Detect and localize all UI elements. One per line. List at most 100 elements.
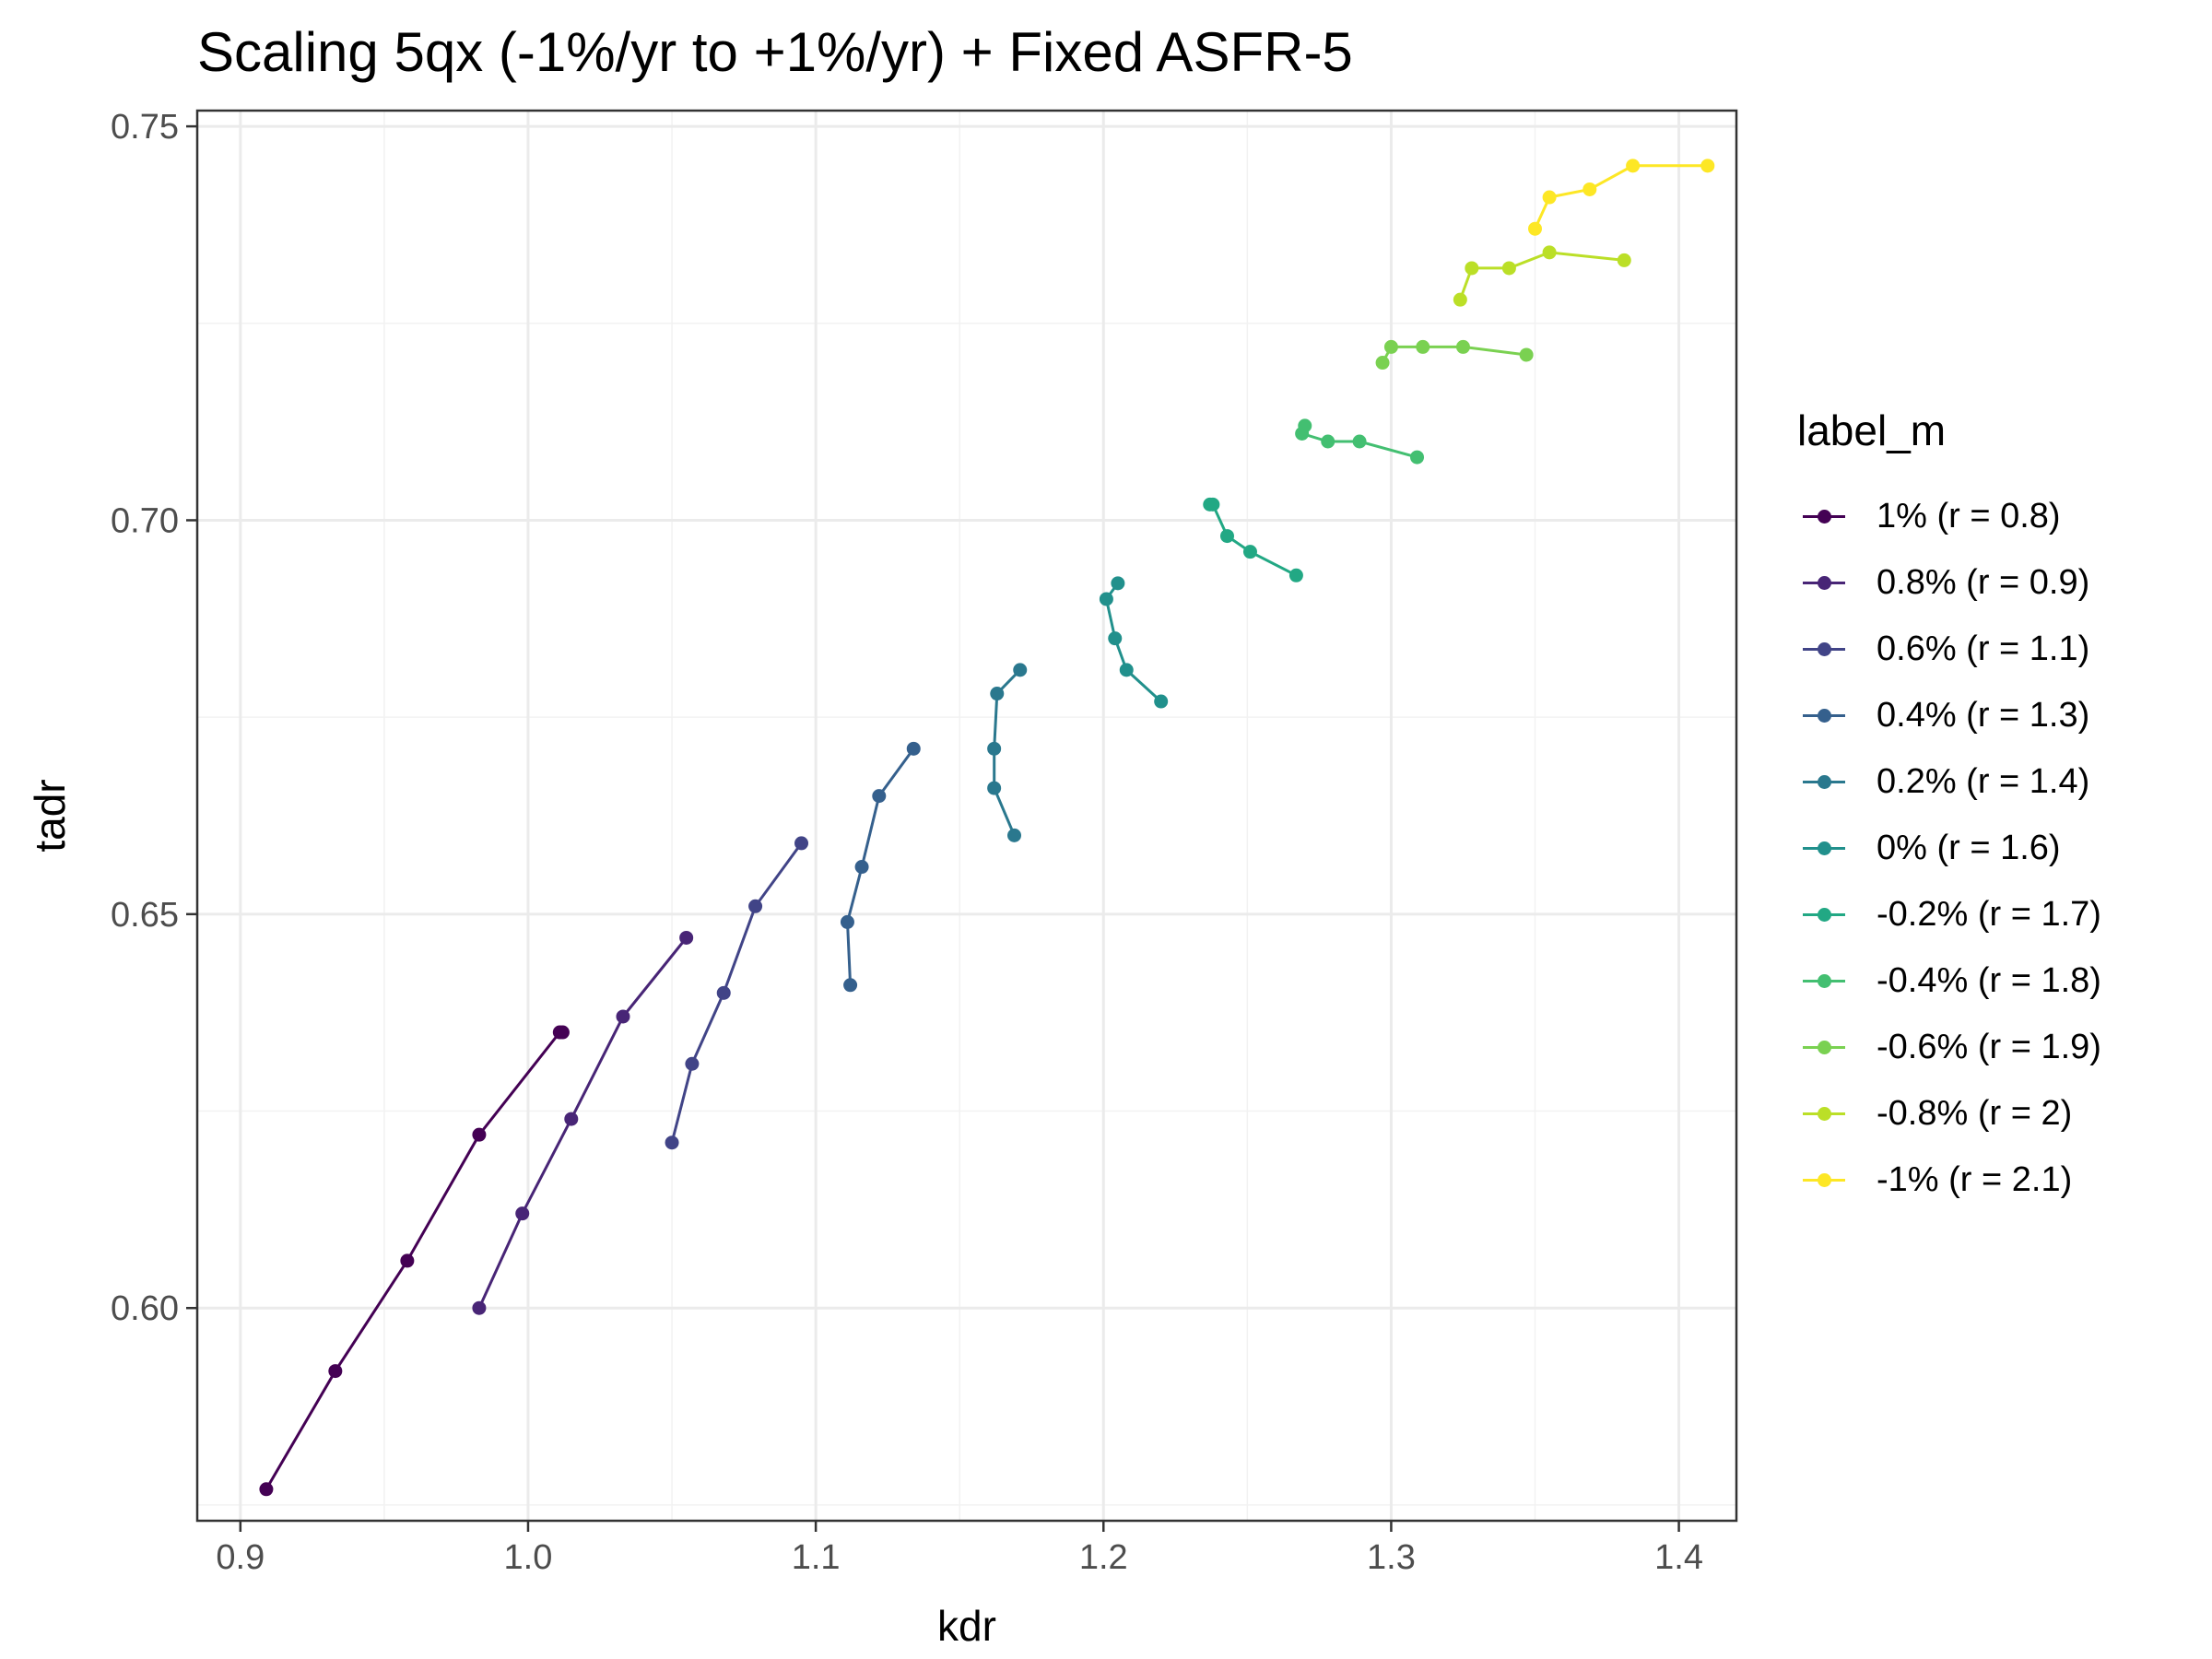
series-group <box>1099 576 1169 709</box>
legend-label: 0.6% (r = 1.1) <box>1877 629 2090 668</box>
x-axis: 0.9 1.0 1.1 1.2 1.3 1.4 <box>216 1521 1703 1577</box>
series-group <box>1453 245 1631 307</box>
data-point <box>472 1300 487 1315</box>
data-point <box>515 1206 530 1221</box>
y-axis-title: tadr <box>26 779 74 852</box>
data-point <box>665 1135 679 1150</box>
legend-item: -0.6% (r = 1.9) <box>1797 1014 2101 1080</box>
legend-label: -0.8% (r = 2) <box>1877 1093 2073 1133</box>
data-point <box>748 899 763 913</box>
legend-key-dot <box>1818 510 1831 524</box>
data-point <box>1626 159 1641 173</box>
legend-label: 0.8% (r = 0.9) <box>1877 562 2090 602</box>
data-point <box>1219 529 1234 544</box>
data-point <box>1617 253 1631 267</box>
data-point <box>987 741 1002 756</box>
y-axis: 0.60 0.65 0.70 0.75 <box>111 108 197 1328</box>
legend-key <box>1797 1147 1851 1213</box>
legend-key-dot <box>1818 1041 1831 1054</box>
data-point <box>1111 576 1125 591</box>
legend-label: 0.2% (r = 1.4) <box>1877 761 2090 801</box>
x-tick-label: 1.2 <box>1079 1538 1128 1577</box>
data-point <box>328 1364 343 1379</box>
data-point <box>555 1025 570 1040</box>
data-point <box>1013 663 1028 677</box>
legend-label: 0% (r = 1.6) <box>1877 828 2061 867</box>
legend-label: 0.4% (r = 1.3) <box>1877 695 2090 735</box>
data-point <box>1203 497 1218 512</box>
legend-key-dot <box>1818 775 1831 789</box>
data-point <box>1242 545 1257 559</box>
legend-key <box>1797 549 1851 616</box>
panel-border <box>195 109 1738 1523</box>
data-point <box>843 978 858 993</box>
legend-label: -0.4% (r = 1.8) <box>1877 960 2101 1000</box>
x-tick-label: 1.3 <box>1367 1538 1416 1577</box>
legend-key-dot <box>1818 576 1831 590</box>
data-point <box>1007 828 1022 842</box>
data-point <box>1583 182 1597 196</box>
y-tick-label: 0.75 <box>111 108 179 147</box>
series-group <box>840 741 921 993</box>
series-group <box>1295 418 1425 465</box>
x-axis-title: kdr <box>937 1602 996 1650</box>
legend-item: 0.6% (r = 1.1) <box>1797 616 2101 682</box>
legend-key <box>1797 616 1851 682</box>
legend-key <box>1797 815 1851 881</box>
y-tick-label: 0.70 <box>111 501 179 540</box>
legend-item: 0.2% (r = 1.4) <box>1797 748 2101 815</box>
data-point <box>1383 339 1398 354</box>
legend-item: -0.2% (r = 1.7) <box>1797 881 2101 947</box>
y-tick-label: 0.65 <box>111 896 179 935</box>
series-group <box>472 930 694 1315</box>
data-point <box>1108 631 1123 646</box>
legend-item: 0.8% (r = 0.9) <box>1797 549 2101 616</box>
legend-key-dot <box>1818 709 1831 723</box>
data-point <box>1298 418 1312 433</box>
data-point <box>840 914 854 929</box>
legend-title: label_m <box>1797 406 1947 454</box>
data-point <box>472 1127 487 1142</box>
data-point <box>987 781 1002 795</box>
data-point <box>1542 190 1557 205</box>
legend-key-dot <box>1818 1107 1831 1121</box>
series-group <box>259 1025 570 1497</box>
data-point <box>990 687 1005 701</box>
series-group <box>987 663 1028 842</box>
data-point <box>872 789 887 804</box>
series-group <box>1527 159 1715 236</box>
data-point <box>906 741 921 756</box>
legend-key <box>1797 483 1851 549</box>
data-point <box>1465 261 1479 276</box>
x-tick-label: 1.4 <box>1654 1538 1703 1577</box>
data-point <box>1416 339 1430 354</box>
x-tick-label: 1.0 <box>504 1538 553 1577</box>
data-point <box>1519 347 1534 362</box>
data-point <box>1527 221 1542 236</box>
data-point <box>716 985 731 1000</box>
data-point <box>1119 663 1134 677</box>
data-point <box>854 860 869 875</box>
legend-key <box>1797 1014 1851 1080</box>
data-point <box>1352 434 1367 449</box>
data-point <box>1099 592 1113 606</box>
legend-label: 1% (r = 0.8) <box>1877 496 2061 535</box>
legend-item: -1% (r = 2.1) <box>1797 1147 2101 1213</box>
data-point <box>1453 292 1467 307</box>
series-group <box>1375 339 1534 371</box>
data-point <box>679 930 694 945</box>
legend-key <box>1797 748 1851 815</box>
legend-key-dot <box>1818 1173 1831 1187</box>
data-point <box>1288 568 1303 582</box>
data-point <box>685 1056 700 1071</box>
legend-item: 1% (r = 0.8) <box>1797 483 2101 549</box>
legend-key <box>1797 1080 1851 1147</box>
legend-key-dot <box>1818 841 1831 855</box>
data-point <box>1501 261 1516 276</box>
legend-label: -0.2% (r = 1.7) <box>1877 894 2101 934</box>
data-point <box>1375 356 1390 371</box>
legend-item: 0.4% (r = 1.3) <box>1797 682 2101 748</box>
data-point <box>1455 339 1470 354</box>
legend: label_m 1% (r = 0.8) 0.8% (r = 0.9) 0.6% (… <box>1797 406 2101 1213</box>
